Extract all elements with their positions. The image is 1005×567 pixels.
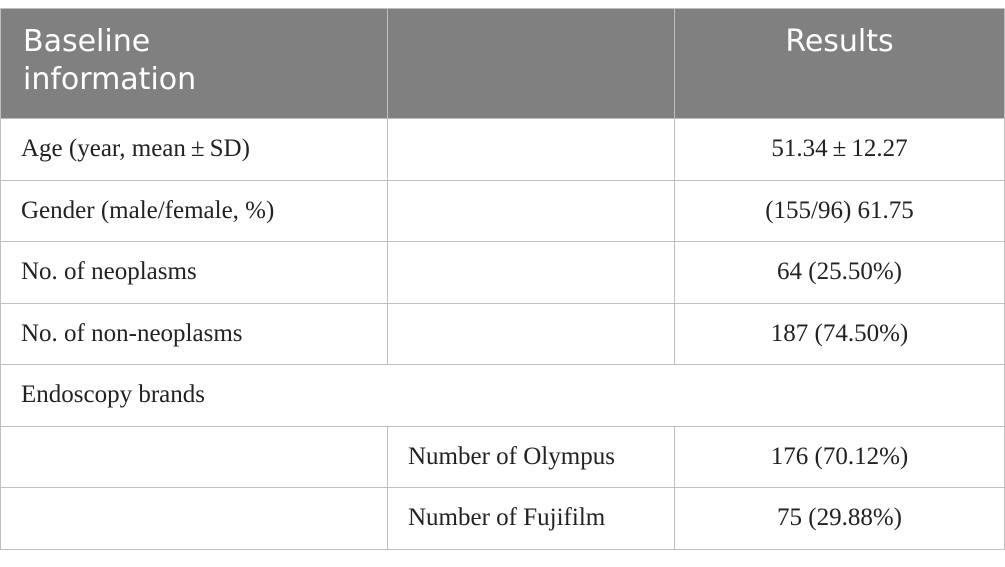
header-blank <box>387 8 675 119</box>
row-sub <box>387 241 675 304</box>
table-row: No. of neoplasms 64 (25.50%) <box>0 241 1005 304</box>
row-label: Age (year, mean ± SD) <box>0 118 388 181</box>
header-row: Baseline information Results <box>0 8 1005 119</box>
row-sub: Number of Olympus <box>387 425 675 488</box>
row-value: 64 (25.50%) <box>674 241 1005 304</box>
header-baseline-information-label: Baseline information <box>23 24 197 97</box>
row-label: Gender (male/female, %) <box>0 179 388 242</box>
row-sub <box>387 118 675 181</box>
header-baseline-information: Baseline information <box>0 8 388 119</box>
row-sub <box>387 179 675 242</box>
row-value: 75 (29.88%) <box>674 487 1005 550</box>
baseline-table: Baseline information Results Age (year, … <box>0 8 1005 550</box>
row-value: 51.34 ± 12.27 <box>674 118 1005 181</box>
row-value: 176 (70.12%) <box>674 425 1005 488</box>
row-sub <box>387 302 675 365</box>
row-label <box>0 425 388 488</box>
row-label <box>0 487 388 550</box>
row-value: (155/96) 61.75 <box>674 179 1005 242</box>
section-label: Endoscopy brands <box>0 364 1005 427</box>
table-row: Gender (male/female, %) (155/96) 61.75 <box>0 179 1005 242</box>
row-value: 187 (74.50%) <box>674 302 1005 365</box>
table-row: Age (year, mean ± SD) 51.34 ± 12.27 <box>0 118 1005 181</box>
row-label: No. of neoplasms <box>0 241 388 304</box>
row-sub: Number of Fujifilm <box>387 487 675 550</box>
row-label: No. of non-neoplasms <box>0 302 388 365</box>
table-row: Number of Olympus 176 (70.12%) <box>0 425 1005 488</box>
table-row: Number of Fujifilm 75 (29.88%) <box>0 487 1005 550</box>
table-row: No. of non-neoplasms 187 (74.50%) <box>0 302 1005 365</box>
section-row: Endoscopy brands <box>0 364 1005 427</box>
header-results: Results <box>674 8 1005 119</box>
